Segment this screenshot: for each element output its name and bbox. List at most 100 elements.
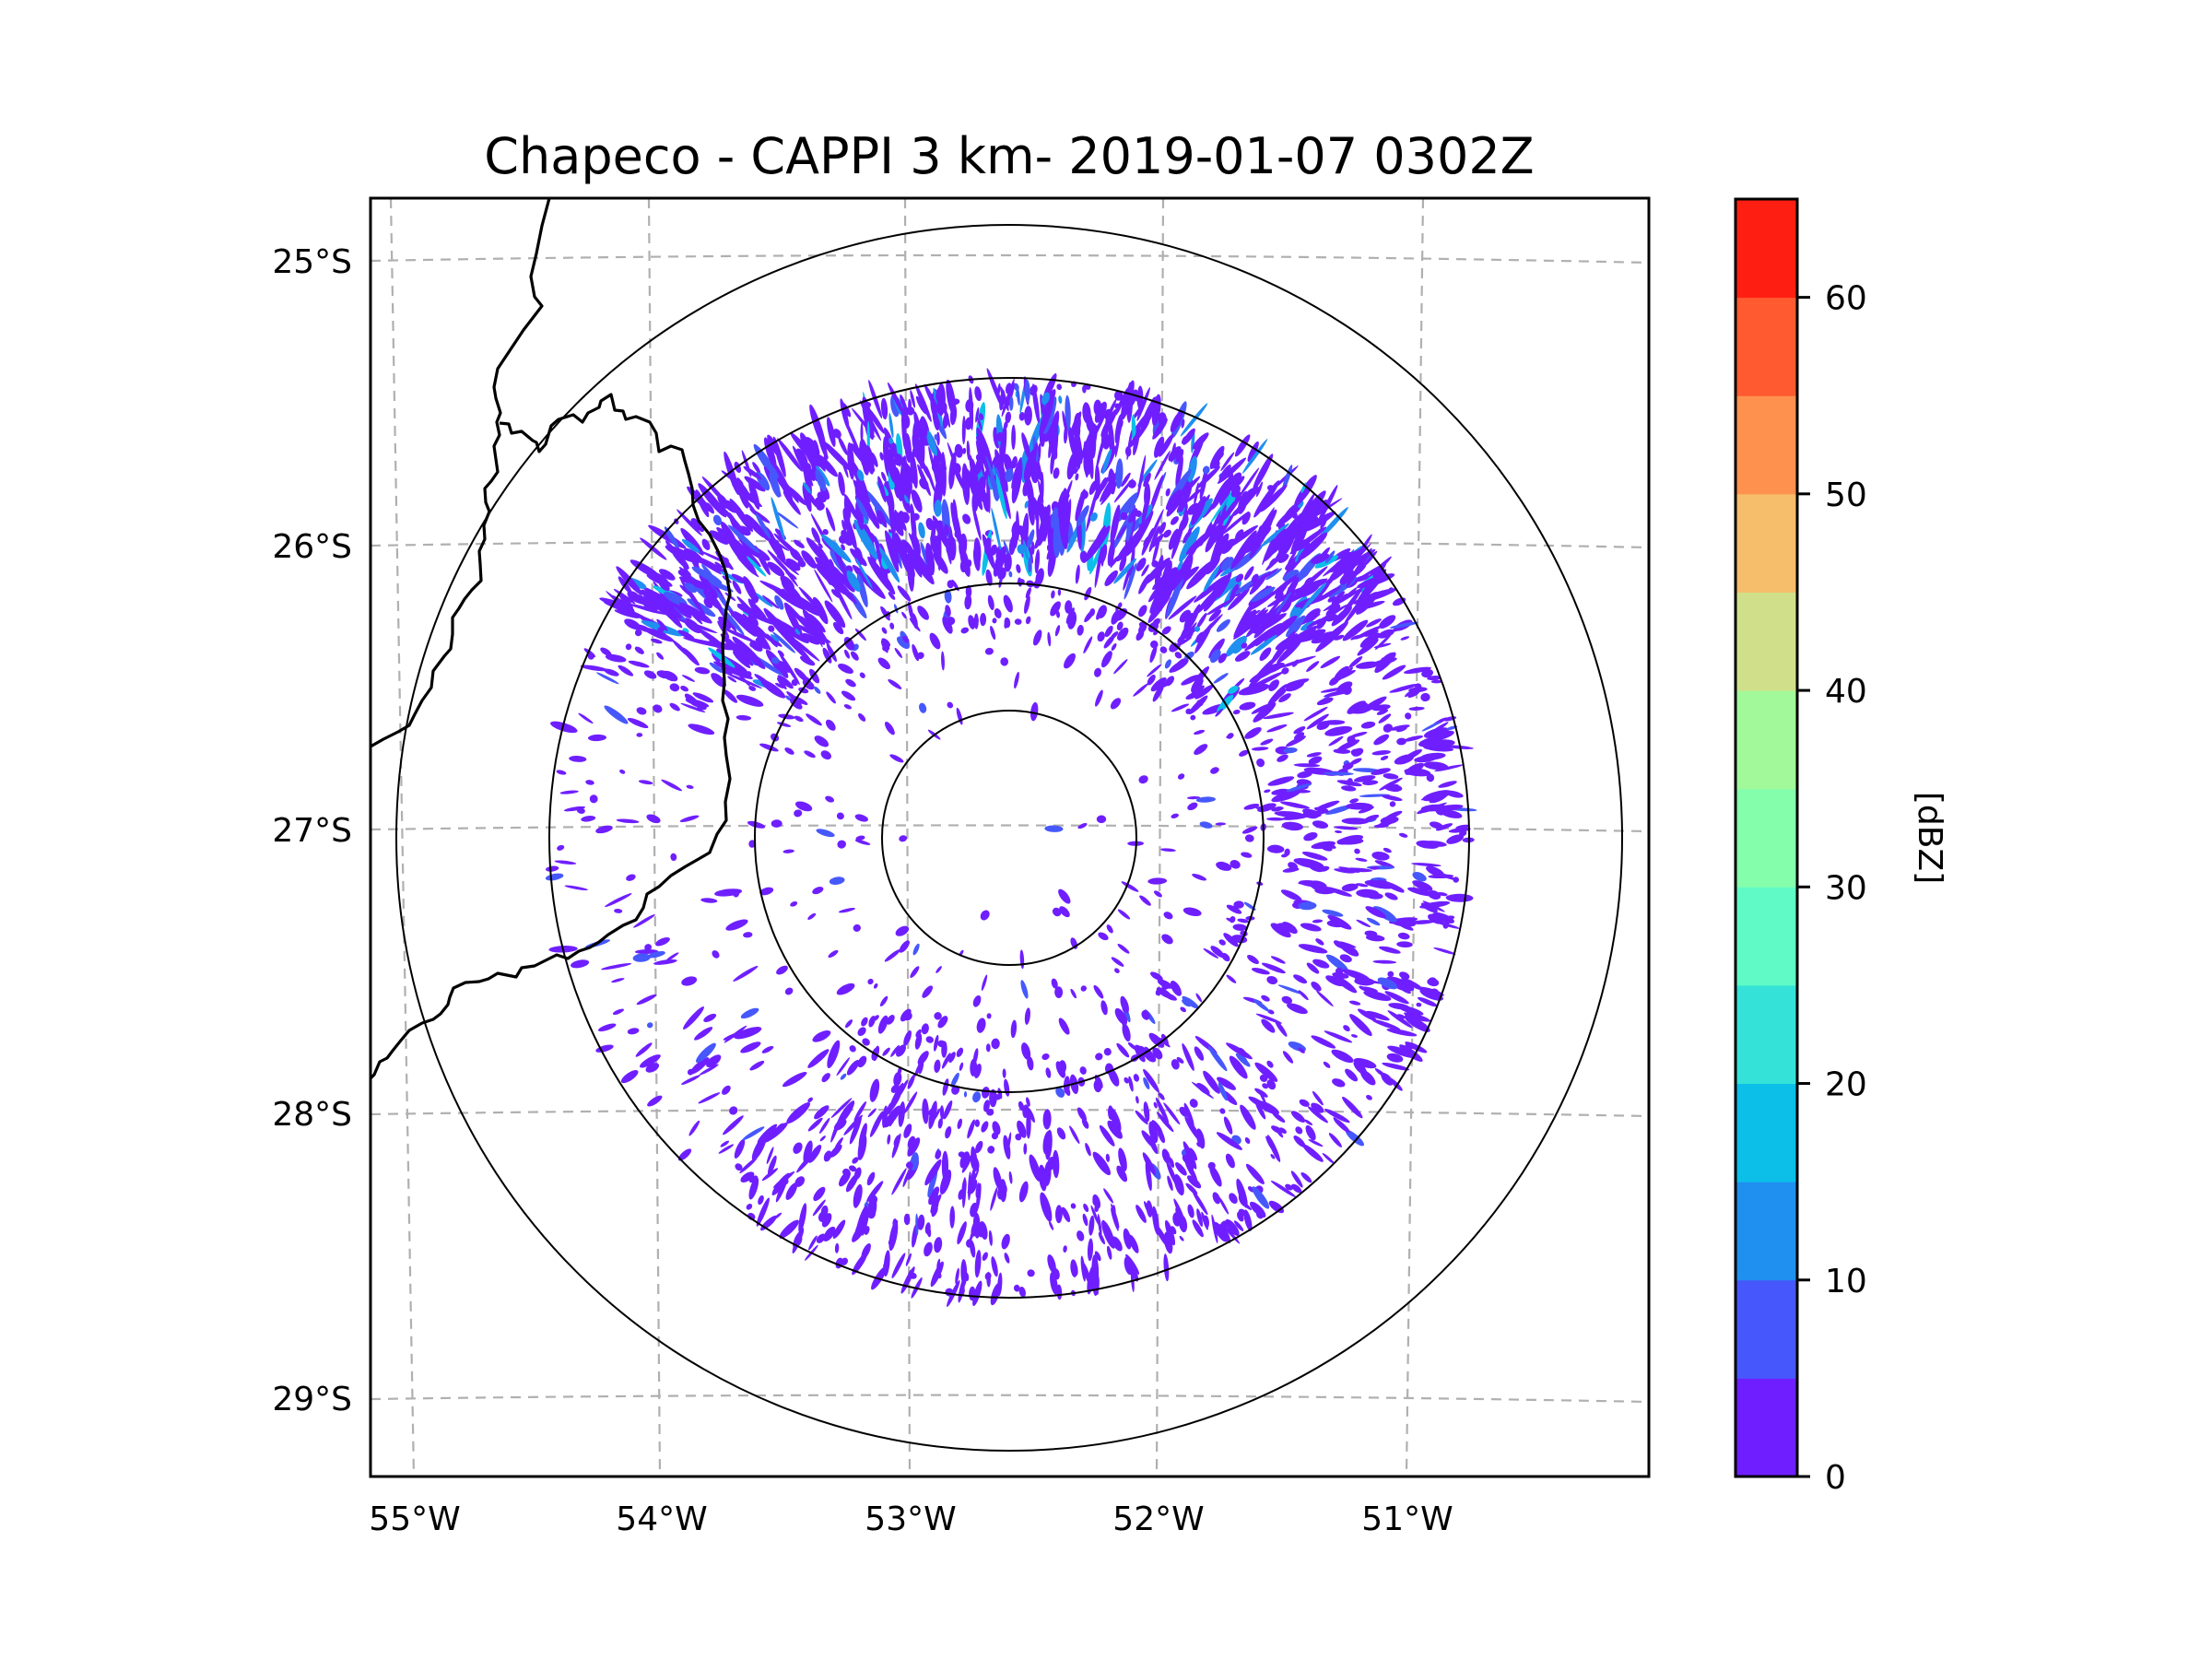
radar-echo-cell xyxy=(1377,977,1398,990)
radar-echo-cell xyxy=(1199,821,1213,829)
radar-echo-cell xyxy=(1159,433,1174,457)
radar-echo-cell xyxy=(640,537,667,560)
radar-echo-cell xyxy=(1120,995,1129,1014)
radar-echo-cell xyxy=(1344,943,1352,950)
radar-echo-cell xyxy=(822,529,829,535)
radar-echo-cell xyxy=(1075,473,1079,481)
radar-echo-cell xyxy=(918,431,925,469)
radar-echo-cell xyxy=(585,780,594,785)
radar-echo-cell xyxy=(856,573,868,607)
radar-echo-cell xyxy=(843,637,855,651)
radar-echo-cell xyxy=(1348,655,1363,668)
radar-echo-cell xyxy=(756,1197,770,1227)
radar-echo-cell xyxy=(843,495,852,520)
radar-echo-cell xyxy=(1159,522,1167,535)
radar-echo-cell xyxy=(1230,860,1241,869)
radar-echo-cell xyxy=(1334,868,1356,874)
radar-echo-cell xyxy=(1400,987,1411,994)
radar-echo-cell xyxy=(1174,652,1182,659)
gridline-lon-51 xyxy=(1405,198,1425,1477)
radar-echo-cell xyxy=(724,628,755,642)
radar-echo-cell xyxy=(934,500,943,517)
radar-echo-cell xyxy=(1148,1032,1165,1048)
radar-echo-cell xyxy=(757,1124,778,1144)
radar-echo-cell xyxy=(974,386,982,402)
radar-echo-cell xyxy=(771,819,782,828)
radar-echo-cell xyxy=(1150,677,1167,692)
radar-echo-cell xyxy=(971,1155,980,1171)
radar-echo-cell xyxy=(867,978,874,985)
radar-echo-cell xyxy=(1024,406,1032,426)
radar-echo-cell xyxy=(898,1079,909,1098)
radar-echo-cell xyxy=(1423,727,1450,738)
radar-echo-cell xyxy=(1268,679,1279,691)
radar-echo-cell xyxy=(1333,974,1358,994)
radar-echo-cell xyxy=(1192,432,1209,450)
radar-echo-cell xyxy=(1194,1046,1205,1061)
radar-echo-cell xyxy=(795,448,808,467)
radar-echo-cell xyxy=(1065,394,1071,430)
radar-echo-cell xyxy=(1235,609,1257,636)
radar-echo-cell xyxy=(1028,442,1038,480)
radar-echo-cell xyxy=(1058,888,1071,904)
radar-echo-cell xyxy=(1153,890,1162,898)
radar-echo-cell xyxy=(1184,622,1197,640)
radar-echo-cell xyxy=(1416,1002,1422,1007)
radar-echo-cell xyxy=(1342,969,1371,982)
radar-echo-cell xyxy=(1189,1147,1198,1161)
radar-echo-cell xyxy=(1014,671,1019,689)
radar-echo-cell xyxy=(1165,676,1175,687)
colorbar-band-15-20 xyxy=(1735,1083,1797,1182)
radar-echo-cell xyxy=(1185,527,1216,555)
radar-echo-cell xyxy=(1328,564,1343,573)
radar-echo-cell xyxy=(1143,473,1151,488)
radar-echo-cell xyxy=(1306,713,1329,730)
radar-echo-cell xyxy=(1034,549,1041,574)
radar-echo-cell xyxy=(972,1091,982,1103)
radar-echo-cell xyxy=(898,511,906,526)
radar-echo-cell xyxy=(928,1109,934,1116)
radar-echo-cell xyxy=(808,668,820,684)
radar-echo-cell xyxy=(1380,704,1388,712)
radar-echo-cell xyxy=(826,691,836,704)
radar-echo-cell xyxy=(1093,1079,1102,1093)
radar-echo-cell xyxy=(1140,396,1158,431)
radar-echo-cell xyxy=(780,575,794,590)
radar-echo-cell xyxy=(950,1072,959,1088)
radar-echo-cell xyxy=(1021,432,1031,461)
radar-echo-cell xyxy=(1055,610,1061,618)
radar-echo-cell xyxy=(1376,709,1389,715)
colorbar-band-60-65 xyxy=(1735,199,1797,299)
radar-echo-cell xyxy=(838,663,853,675)
radar-echo-cell xyxy=(1294,475,1317,507)
radar-echo-cell xyxy=(740,1041,761,1053)
radar-echo-cell xyxy=(802,484,812,512)
radar-echo-cell xyxy=(771,497,785,541)
radar-echo-cell xyxy=(677,1148,692,1161)
radar-echo-cell xyxy=(749,640,758,648)
colorbar-band-0-5 xyxy=(1735,1378,1797,1477)
radar-echo-cell xyxy=(817,563,826,571)
radar-echo-cell xyxy=(1297,771,1312,779)
radar-echo-cell xyxy=(973,1064,982,1078)
radar-echo-cell xyxy=(1423,761,1449,771)
radar-echo-cell xyxy=(1360,721,1376,729)
radar-echo-cell xyxy=(1353,1060,1368,1076)
radar-echo-cell xyxy=(1001,378,1015,418)
radar-echo-cell xyxy=(747,613,759,627)
radar-echo-cell xyxy=(859,438,868,469)
radar-echo-cell xyxy=(1097,1213,1102,1238)
radar-echo-cell xyxy=(626,874,636,881)
radar-echo-cell xyxy=(1248,1096,1267,1109)
x-tick-label: 52°W xyxy=(1112,1500,1204,1538)
radar-echo-cell xyxy=(1253,507,1275,546)
radar-echo-cell xyxy=(1425,746,1454,752)
radar-echo-cell xyxy=(1241,439,1268,474)
radar-echo-cell xyxy=(961,463,971,505)
radar-echo-cell xyxy=(644,944,652,951)
radar-echo-cell xyxy=(960,627,970,634)
radar-echo-cell xyxy=(906,559,912,588)
radar-echo-cell xyxy=(1050,449,1055,475)
radar-echo-cell xyxy=(1002,1068,1006,1078)
radar-echo-cell xyxy=(1182,995,1199,1009)
